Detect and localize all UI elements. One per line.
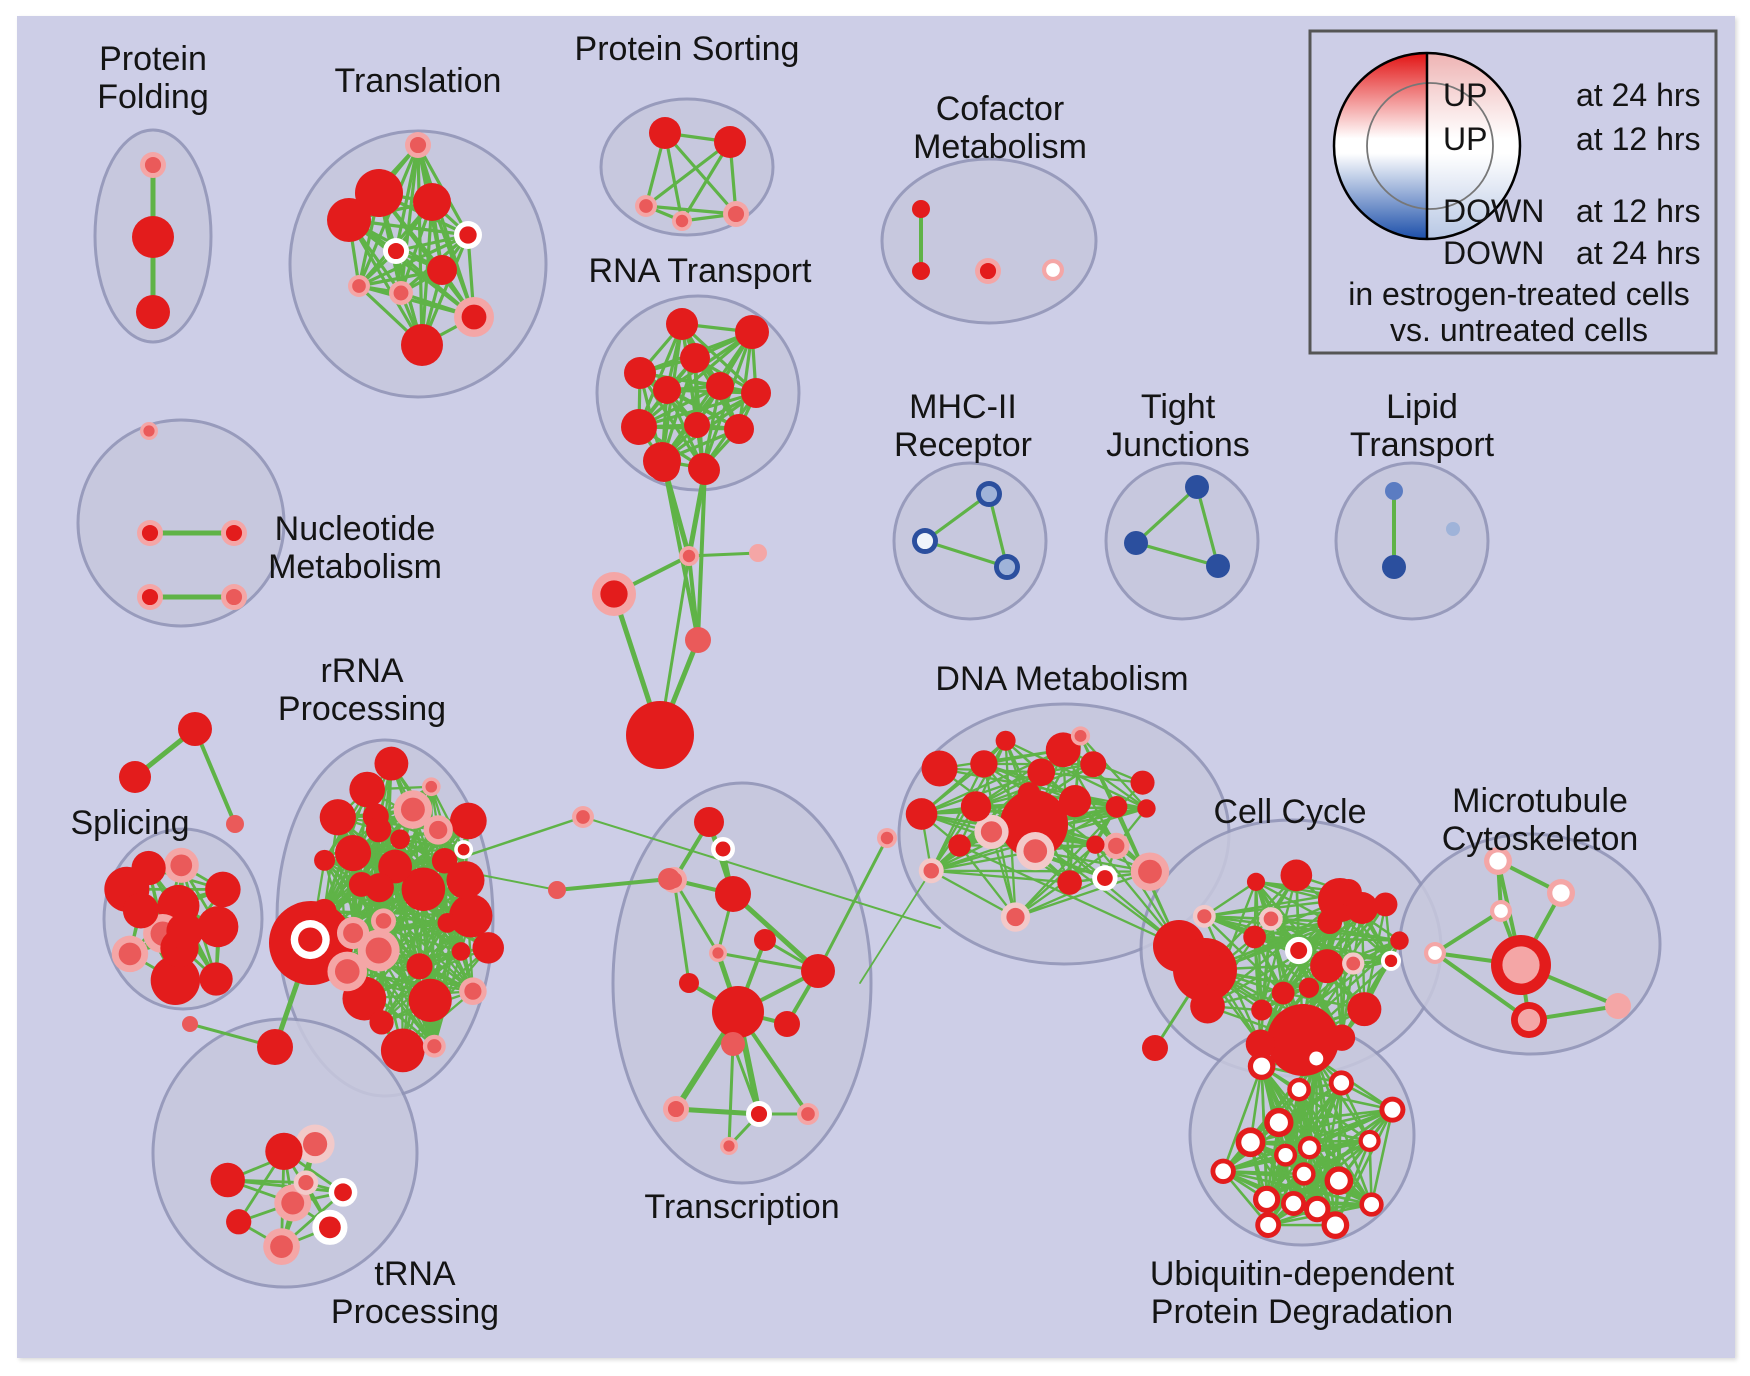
svg-text:Folding: Folding	[97, 78, 209, 116]
svg-text:tRNA: tRNA	[374, 1255, 456, 1293]
svg-text:Microtubule: Microtubule	[1452, 782, 1628, 820]
svg-text:Cell Cycle: Cell Cycle	[1213, 793, 1366, 831]
svg-text:UP: UP	[1443, 121, 1487, 157]
svg-text:UP: UP	[1443, 77, 1487, 113]
svg-text:DNA Metabolism: DNA Metabolism	[935, 660, 1188, 698]
svg-text:Protein Degradation: Protein Degradation	[1151, 1293, 1453, 1331]
svg-text:Nucleotide: Nucleotide	[275, 510, 436, 548]
svg-text:Lipid: Lipid	[1386, 388, 1458, 426]
svg-text:Processing: Processing	[278, 690, 446, 728]
svg-text:vs. untreated cells: vs. untreated cells	[1390, 312, 1648, 348]
svg-text:Metabolism: Metabolism	[268, 548, 442, 586]
svg-text:Cytoskeleton: Cytoskeleton	[1442, 820, 1639, 858]
svg-text:Splicing: Splicing	[70, 804, 189, 842]
svg-text:Protein Sorting: Protein Sorting	[575, 30, 800, 68]
svg-text:Protein: Protein	[99, 40, 207, 78]
svg-text:in estrogen-treated cells: in estrogen-treated cells	[1348, 276, 1690, 312]
svg-text:Tight: Tight	[1141, 388, 1216, 426]
svg-text:Transport: Transport	[1350, 426, 1495, 464]
svg-text:Receptor: Receptor	[894, 426, 1032, 464]
svg-text:at 24 hrs: at 24 hrs	[1576, 235, 1701, 271]
svg-text:RNA Transport: RNA Transport	[589, 252, 813, 290]
svg-text:at 24 hrs: at 24 hrs	[1576, 77, 1701, 113]
svg-text:Cofactor: Cofactor	[936, 90, 1065, 128]
svg-text:Metabolism: Metabolism	[913, 128, 1087, 166]
svg-text:Translation: Translation	[335, 62, 502, 100]
svg-text:Processing: Processing	[331, 1293, 499, 1331]
svg-text:rRNA: rRNA	[320, 652, 403, 690]
svg-text:Junctions: Junctions	[1106, 426, 1250, 464]
svg-text:Transcription: Transcription	[644, 1188, 839, 1226]
svg-text:DOWN: DOWN	[1443, 193, 1544, 229]
svg-text:DOWN: DOWN	[1443, 235, 1544, 271]
svg-text:at 12 hrs: at 12 hrs	[1576, 193, 1701, 229]
svg-text:Ubiquitin-dependent: Ubiquitin-dependent	[1150, 1255, 1455, 1293]
svg-text:at 12 hrs: at 12 hrs	[1576, 121, 1701, 157]
svg-text:MHC-II: MHC-II	[909, 388, 1017, 426]
